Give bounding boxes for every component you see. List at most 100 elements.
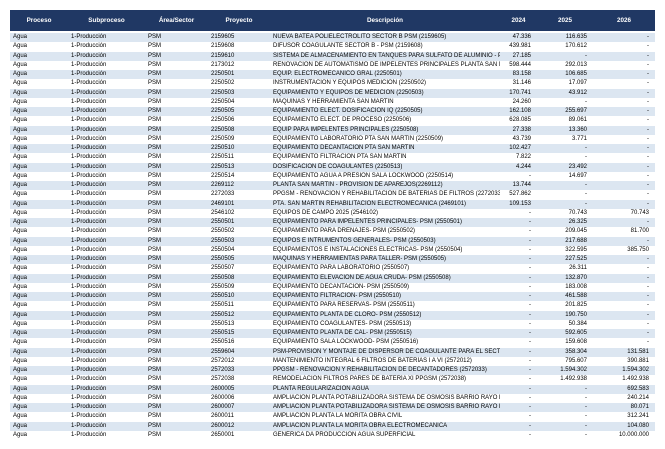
- proyecto-cell: 2250514: [211, 172, 235, 179]
- value-2024-cell: -: [500, 366, 537, 376]
- proceso-cell: Agua: [10, 125, 68, 135]
- table-row: Agua 1-Producción PSM 2469101 PTA. SAN MARTI…: [10, 199, 655, 209]
- proyecto-cell: 2250502: [211, 80, 235, 87]
- subproceso-cell: 1-Producción: [71, 283, 107, 290]
- value-2026-cell: -: [647, 339, 649, 346]
- table-row: Agua 1-Producción PSM 2250509 EQUIPAMIENTO L…: [10, 135, 655, 144]
- value-2024-cell: -: [529, 431, 531, 438]
- proceso-cell: Agua: [10, 421, 68, 431]
- subproceso-cell: 1-Producción: [71, 80, 107, 87]
- subproceso-cell: 1-Producción: [68, 273, 145, 283]
- proyecto-cell: 2469101: [208, 199, 270, 209]
- value-2024-cell: -: [500, 421, 537, 431]
- subproceso-cell: 1-Producción: [71, 302, 107, 309]
- value-2026-cell: -: [647, 80, 649, 87]
- proyecto-cell: 2250506: [211, 117, 235, 124]
- proceso-cell: Agua: [13, 43, 28, 50]
- proyecto-cell: 2600012: [208, 421, 270, 431]
- value-2026-cell: -: [593, 70, 655, 80]
- proyecto-cell: 2546102: [211, 209, 235, 216]
- proceso-cell: Agua: [10, 70, 68, 80]
- table-row: Agua 1-Producción PSM 2550503 EQUIPOS E INTR…: [10, 236, 655, 246]
- descripcion-cell: PPGSM - RENOVACIÓN Y REHABILITACIÓN DE B…: [273, 191, 500, 198]
- descripcion-cell: INSTRUMENTACION Y EQUIPOS MEDICION (2250…: [273, 80, 427, 87]
- proceso-cell: Agua: [13, 246, 28, 253]
- value-2024-cell: -: [500, 329, 537, 339]
- value-2024-cell: -: [529, 302, 531, 309]
- proceso-cell: Agua: [13, 394, 28, 401]
- table-row: Agua 1-Producción PSM 2559604 PSM-PROVISION …: [10, 347, 655, 357]
- proyecto-cell: 2650001: [211, 431, 235, 438]
- descripcion-cell: MAQUINAS Y HERRAMIENTAS PARA TALLER- PSM…: [270, 255, 500, 265]
- value-2025-cell: 26.311: [569, 265, 587, 272]
- proyecto-cell: 2250509: [211, 135, 235, 142]
- proceso-cell: Agua: [13, 172, 28, 179]
- table-row: Agua 1-Producción PSM 2269112 PLANTA SAN MAR…: [10, 181, 655, 191]
- descripcion-cell: EQUIPAMIENTOS E INSTALACIONES ELECTRICAS…: [273, 246, 463, 253]
- table-row: Agua 1-Producción PSM 2572033 PPGSM - RENOVA…: [10, 366, 655, 376]
- area-cell: PSM: [148, 394, 162, 401]
- value-2026-cell: -: [593, 273, 655, 283]
- area-cell: PSM: [148, 228, 162, 235]
- table-row: Agua 1-Producción PSM 2250506 EQUIPAMIENTO E…: [10, 116, 655, 125]
- proyecto-cell: 2272033: [211, 191, 235, 198]
- area-cell: PSM: [148, 302, 162, 309]
- descripcion-cell: SISTEMA DE ALMACENAMIENTO EN TANQUES PAR…: [270, 51, 500, 61]
- column-header: Proyecto: [208, 10, 270, 31]
- value-2024-cell: 43.739: [512, 135, 531, 142]
- value-2024-cell: 102.427: [500, 144, 537, 154]
- proceso-cell: Agua: [10, 162, 68, 172]
- value-2026-cell: -: [647, 191, 649, 198]
- descripcion-cell: EQUIPAMIENTO AGUA A PRESIÓN SALA LOCKWOO…: [273, 172, 454, 179]
- area-cell: PSM: [148, 135, 162, 142]
- proyecto-cell: 2159610: [208, 51, 270, 61]
- value-2026-cell: -: [647, 265, 649, 272]
- descripcion-cell: EQUIPAMIENTO PLANTA DE CAL- PSM (2550515…: [270, 329, 500, 339]
- area-cell: PSM: [145, 162, 208, 172]
- descripcion-cell: PLANTA REGULARIZACIÓN AGUA: [270, 384, 500, 394]
- table-row: Agua 1-Producción PSM 2250501 EQUIP. ELECTRO…: [10, 70, 655, 80]
- subproceso-cell: 1-Producción: [68, 88, 145, 98]
- value-2024-cell: 13.744: [500, 181, 537, 191]
- proceso-cell: Agua: [10, 366, 68, 376]
- area-cell: PSM: [148, 320, 162, 327]
- area-cell: PSM: [148, 265, 162, 272]
- descripcion-cell: MANTENIMIENTO INTEGRAL 6 FILTROS DE BATE…: [273, 357, 472, 364]
- area-cell: PSM: [145, 384, 208, 394]
- area-cell: PSM: [145, 292, 208, 302]
- proceso-cell: Agua: [13, 154, 28, 161]
- proceso-cell: Agua: [13, 228, 28, 235]
- value-2025-cell: 795.607: [565, 357, 587, 364]
- area-cell: PSM: [148, 191, 162, 198]
- table-row: Agua 1-Producción PSM 2546102 EQUIPOS DE CAM…: [10, 209, 655, 218]
- value-2025-cell: -: [537, 403, 593, 413]
- value-2026-cell: 1.594.302: [593, 366, 655, 376]
- value-2024-cell: -: [529, 413, 531, 420]
- table-container: Proceso Subproceso Área/Sector Proyecto Desc…: [10, 10, 655, 440]
- value-2024-cell: -: [500, 218, 537, 228]
- table-row: Agua 1-Producción PSM 2550505 MAQUINAS Y HER…: [10, 255, 655, 265]
- descripcion-cell: REMODELACIÓN FILTROS PARES DE BATERÍA XI…: [273, 376, 467, 383]
- value-2025-cell: 217.688: [537, 236, 593, 246]
- area-cell: PSM: [148, 357, 162, 364]
- value-2025-cell: -: [585, 394, 587, 401]
- value-2024-cell: -: [529, 339, 531, 346]
- proyecto-cell: 2250508: [208, 125, 270, 135]
- value-2026-cell: -: [593, 162, 655, 172]
- proyecto-cell: 2600006: [211, 394, 235, 401]
- area-cell: PSM: [145, 70, 208, 80]
- value-2025-cell: 89.061: [568, 117, 587, 124]
- area-cell: PSM: [145, 347, 208, 357]
- value-2024-cell: -: [529, 209, 531, 216]
- proyecto-cell: 2173012: [211, 61, 235, 68]
- value-2024-cell: -: [500, 403, 537, 413]
- proceso-cell: Agua: [10, 236, 68, 246]
- table-row: Agua 1-Producción PSM 2600006 AMPLIACIÓN PLA…: [10, 394, 655, 403]
- descripcion-cell: AMPLIACIÓN PLANTA LA MORITA OBRA ELECTRO…: [270, 421, 500, 431]
- subproceso-cell: 1-Producción: [71, 431, 107, 438]
- value-2026-cell: 312.241: [627, 413, 649, 420]
- subproceso-cell: 1-Producción: [68, 236, 145, 246]
- descripcion-cell: EQUIP. ELECTROMECANICO GRAL (2250501): [270, 70, 500, 80]
- value-2025-cell: 190.750: [537, 310, 593, 320]
- value-2026-cell: -: [593, 107, 655, 117]
